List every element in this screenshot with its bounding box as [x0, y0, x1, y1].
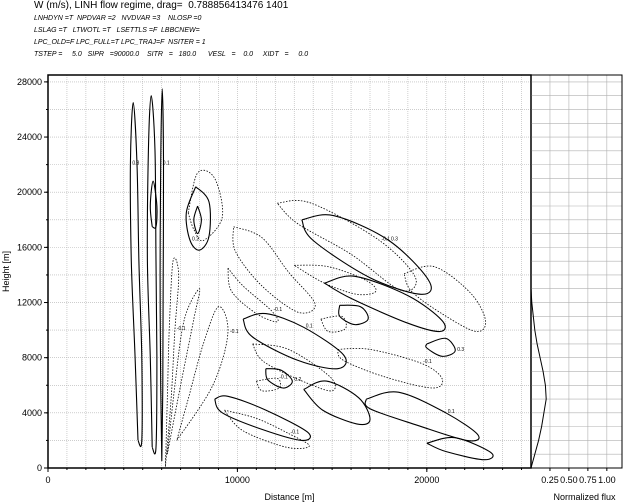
contour-negative: [252, 343, 336, 392]
contour-positive: [242, 312, 347, 370]
contour-positive: [425, 337, 456, 357]
y-tick-label: 12000: [17, 298, 42, 308]
contour-positive: [185, 186, 211, 251]
contour-positive: [338, 304, 369, 326]
contour-positive: [214, 395, 311, 441]
contour-negative: [187, 169, 224, 242]
y-tick-label: 0: [37, 463, 42, 473]
contour-label: -0.1: [230, 329, 239, 335]
flux-profile-line: [530, 75, 547, 469]
contour-label: 0.1: [306, 323, 313, 329]
contour-label: 0.3: [457, 347, 464, 353]
x-tick-label: 10000: [225, 475, 250, 485]
contour-label: 0.3: [391, 236, 398, 242]
y-tick-label: 20000: [17, 187, 42, 197]
contour-label: -0.1: [274, 307, 283, 313]
contour-label: 0.2: [294, 377, 301, 383]
contour-positive: [159, 88, 165, 462]
flux-axis-ticks: 0.25 0.50 0.75 1.00: [541, 468, 616, 485]
contour-label: -0.1: [423, 359, 432, 365]
contour-negative: [166, 288, 201, 455]
y-tick-label: 24000: [17, 132, 42, 142]
contour-negative: [293, 264, 377, 296]
contour-label: 0.1: [448, 409, 455, 415]
contour-positive: [265, 368, 293, 389]
main-contour-labels: 0.10.30.20.10.30.20.10.3-0.1 -0.1-0.1-0.1…: [132, 161, 464, 436]
contour-negative: [337, 347, 444, 389]
x-tick-label: 0: [45, 475, 50, 485]
flux-x-axis-label: Normalized flux: [553, 492, 616, 502]
contour-negative: [320, 315, 347, 333]
header-line-2: LSLAG =T LTWOTL =T LSETTLS =F LBBCNEW=: [34, 27, 200, 34]
contour-label: 0.1: [163, 161, 170, 167]
contour-negative: [403, 265, 487, 332]
chart-title: W (m/s), LINH flow regime, drag= 0.78885…: [34, 0, 289, 11]
contour-negative: [232, 226, 316, 314]
y-tick-label: 28000: [17, 77, 42, 87]
contour-label: -0.1: [177, 326, 186, 332]
x-axis-label: Distance [m]: [264, 492, 314, 502]
main-plot-frame: [47, 74, 532, 469]
contour-positive: [301, 214, 432, 295]
contour-positive: [149, 180, 158, 229]
contour-label: -0.1: [279, 374, 288, 380]
flux-x-tick-label: 1.00: [598, 475, 616, 485]
flux-x-tick-label: 0.50: [560, 475, 578, 485]
header-line-4: TSTEP = 5.0 SIPR =90000.0 SITR = 180.0 V…: [34, 51, 309, 58]
x-tick-label: 20000: [414, 475, 439, 485]
flux-grid: [531, 75, 622, 469]
contour-negative: [223, 409, 310, 449]
contour-label: -0.1: [291, 430, 300, 436]
contour-negative: [276, 200, 417, 292]
main-grid: [47, 75, 531, 469]
header-line-1: LNHDYN =T NPDVAR =2 NVDVAR =3 NLOSP =0: [34, 15, 202, 22]
header-line-3: LPC_OLD=F LPC_FULL=T LPC_TRAJ=F NSITER =…: [34, 39, 206, 46]
contour-negative: [165, 257, 180, 467]
contour-positive: [193, 205, 202, 235]
flux-x-tick-label: 0.25: [541, 475, 559, 485]
contour-label: 0.3: [132, 161, 139, 167]
y-tick-label: 8000: [22, 353, 42, 363]
contour-positive: [146, 95, 158, 455]
main-contours: [129, 88, 494, 467]
contour-positive: [426, 436, 494, 461]
y-axis-label: Height [m]: [1, 251, 11, 292]
main-axis-ticks: 0 4000 8000 12000 16000 20000 24000 28000 0 10000…: [17, 77, 523, 485]
contour-label: -0.1: [381, 236, 390, 242]
flux-x-tick-label: 0.75: [579, 475, 597, 485]
y-tick-label: 4000: [22, 408, 42, 418]
contour-negative: [256, 377, 281, 392]
contour-positive: [364, 391, 480, 442]
contour-positive: [303, 380, 371, 426]
y-tick-label: 16000: [17, 242, 42, 252]
contour-positive: [129, 102, 143, 448]
flux-plot-frame: [530, 74, 623, 469]
contour-label: 0.2: [192, 236, 199, 242]
contour-negative: [176, 306, 229, 441]
